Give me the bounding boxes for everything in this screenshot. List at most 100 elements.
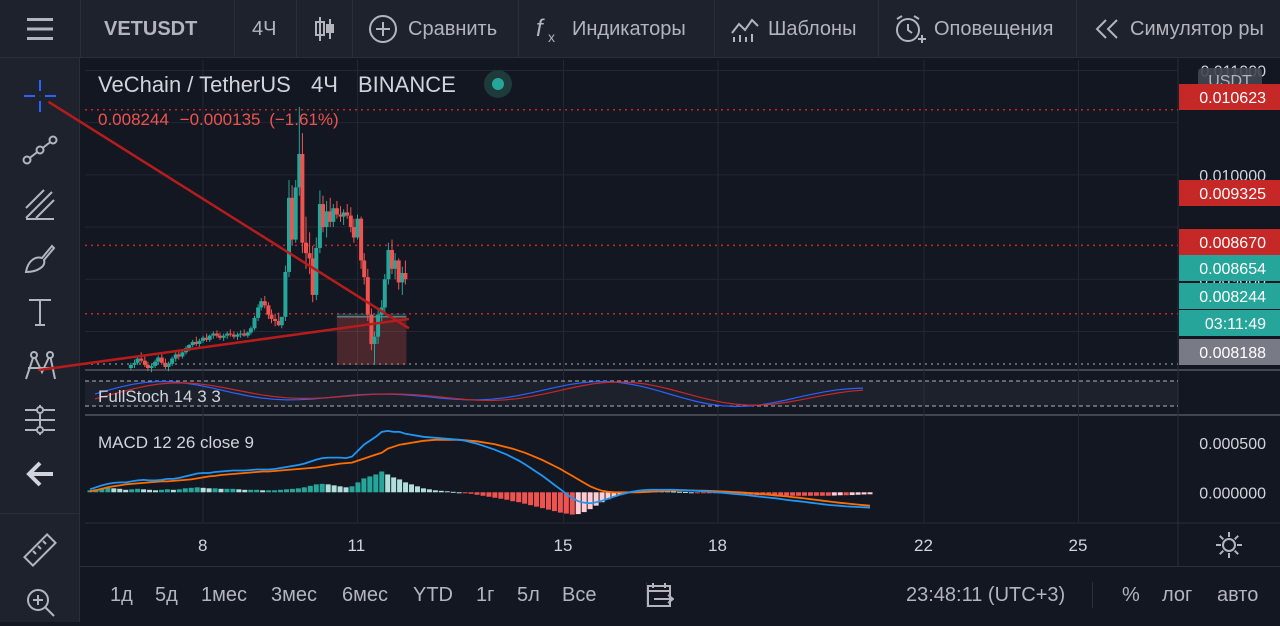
goto-date-button[interactable] [646, 567, 674, 623]
templates-button[interactable]: Шаблоны [730, 0, 856, 58]
macd-histogram-bar [158, 489, 164, 493]
candle [159, 353, 164, 365]
symbol-search-button[interactable]: VETUSDT [104, 17, 198, 40]
candle-body [238, 333, 243, 335]
candle-body [390, 250, 395, 269]
time-tick-label: 15 [553, 536, 573, 555]
macd-histogram-bar [194, 487, 200, 493]
macd-histogram-bar [522, 492, 528, 504]
chart-legend: VeChain / TetherUS 4Ч BINANCE [98, 70, 512, 100]
chart-type-button[interactable] [314, 0, 336, 58]
auto-scale-button[interactable]: авто [1217, 583, 1259, 606]
trendline-tool[interactable] [16, 126, 64, 174]
bottom-toolbar: 1д 5д 1мес 3мес 6мес YTD 1г 5л Все 23:48:11 (UTC… [80, 566, 1280, 622]
calendar-arrow-icon [647, 583, 674, 607]
settings-button[interactable] [1214, 530, 1244, 565]
macd-histogram-bar [593, 492, 599, 506]
toolbar-divider [296, 0, 297, 58]
candle-body [341, 212, 346, 217]
ruler-tool[interactable] [16, 526, 64, 574]
replay-button[interactable]: Симулятор ры [1094, 0, 1264, 58]
stoch-label[interactable]: FullStoch 14 3 3 [98, 387, 221, 406]
macd-pane [87, 429, 873, 515]
range-button[interactable]: 5л [517, 583, 540, 606]
macd-histogram-bar [438, 490, 444, 493]
candle-body [300, 153, 305, 243]
range-button[interactable]: 5д [155, 583, 178, 606]
clock-timezone[interactable]: 23:48:11 (UTC+3) [906, 583, 1066, 606]
legend-exchange: BINANCE [357, 72, 456, 97]
range-button[interactable]: 1д [110, 583, 133, 606]
log-scale-button[interactable]: лог [1162, 583, 1193, 606]
range-button[interactable]: 3мес [271, 583, 317, 606]
candle-body [287, 197, 292, 272]
macd-histogram-bar [700, 492, 706, 494]
candle-body [328, 211, 333, 222]
candle [276, 312, 281, 327]
candle-body [396, 260, 401, 283]
macd-histogram-bar [164, 489, 170, 493]
macd-histogram-bar [313, 484, 319, 493]
candle [369, 308, 374, 351]
market-status-dot[interactable] [483, 70, 512, 99]
menu-button[interactable] [0, 0, 80, 58]
candle [293, 180, 298, 243]
text-tool[interactable] [16, 288, 64, 336]
compare-button[interactable]: Сравнить [368, 0, 497, 58]
brush-tool[interactable] [16, 234, 64, 282]
range-button[interactable]: 1г [476, 583, 495, 606]
candle-body [269, 314, 274, 319]
back-tool[interactable] [16, 450, 64, 498]
macd-histogram-bar [367, 476, 373, 493]
price-badge-bg [1179, 339, 1280, 365]
hamburger-icon [27, 18, 53, 40]
macd-histogram-bar [444, 491, 450, 493]
candle [156, 355, 161, 364]
candle [283, 265, 288, 322]
range-button[interactable]: 1мес [201, 583, 247, 606]
macd-histogram-bar [837, 492, 843, 496]
candle-body [173, 354, 178, 359]
candle-body [159, 357, 164, 363]
macd-histogram-bar [551, 492, 557, 512]
macd-histogram-bar [403, 482, 409, 493]
pitchfork-tool[interactable] [16, 180, 64, 228]
candle-body [376, 314, 381, 337]
range-button[interactable]: Все [562, 583, 597, 606]
macd-label[interactable]: MACD 12 26 close 9 [98, 433, 254, 452]
range-button[interactable]: YTD [413, 583, 453, 606]
macd-histogram-bar [117, 488, 123, 493]
interval-button[interactable]: 4Ч [252, 17, 277, 40]
alerts-button[interactable]: Оповещения [894, 0, 1053, 58]
macd-histogram-bar [563, 492, 569, 514]
candle-body [149, 365, 154, 368]
range-button[interactable]: 6мес [342, 583, 388, 606]
price-axis[interactable]: 0.0110000.0100000.0090000.0005000.000000… [1179, 63, 1280, 502]
macd-histogram-bar [379, 471, 385, 493]
macd-histogram-bar [289, 488, 295, 493]
zoom-tool[interactable] [16, 578, 64, 626]
prediction-icon [25, 405, 55, 435]
percent-scale-button[interactable]: % [1122, 583, 1140, 606]
svg-text:x: x [548, 29, 555, 44]
candle [400, 266, 405, 295]
candle-body [310, 258, 315, 295]
trendlines[interactable] [38, 100, 410, 372]
candle-body [293, 187, 298, 240]
macd-histogram-bar [802, 492, 808, 496]
stochastic-pane [85, 380, 1178, 408]
candle-body [279, 316, 284, 326]
drawing-toolbar [0, 58, 80, 622]
macd-histogram-bar [170, 489, 176, 493]
macd-histogram-bar [254, 489, 260, 493]
crosshair-tool[interactable] [16, 72, 64, 120]
triangle-trendline [38, 317, 410, 372]
candle [317, 190, 322, 254]
candle [259, 298, 264, 311]
candle-body [242, 333, 247, 336]
macd-histogram-bar [349, 486, 355, 493]
prediction-tool[interactable] [16, 396, 64, 444]
price-badge-label: 0.008654 [1199, 261, 1266, 278]
